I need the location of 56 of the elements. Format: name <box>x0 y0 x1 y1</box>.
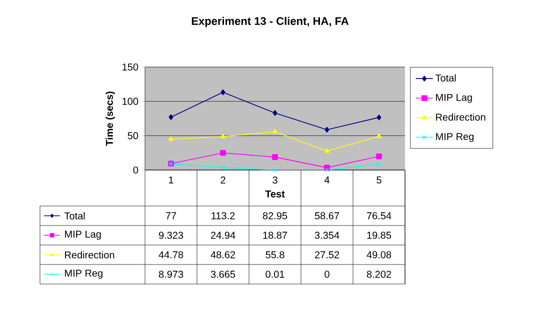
data-label: 24.94 <box>210 232 236 239</box>
text: Redirection <box>65 251 114 258</box>
point <box>168 136 174 141</box>
data-label: 19.85 <box>367 232 392 239</box>
point <box>272 110 278 116</box>
point <box>272 128 278 134</box>
data-label: 44.78 <box>158 251 184 258</box>
point <box>324 168 330 172</box>
point <box>220 89 226 96</box>
data-label: 0 <box>324 270 330 278</box>
y-tick-label: 0 <box>133 166 138 174</box>
data-label: 113.2 <box>212 212 235 220</box>
point <box>324 148 330 153</box>
text: Total <box>64 212 85 220</box>
y-tick-label: 100 <box>122 98 138 105</box>
y-tick-label: 150 <box>122 63 138 71</box>
data-label: 18.87 <box>263 232 288 239</box>
data-label: 8.973 <box>158 270 184 278</box>
data-label: 49.08 <box>366 251 392 258</box>
point <box>220 165 226 170</box>
text: MIP Reg <box>65 270 102 279</box>
point <box>376 133 382 138</box>
data-label: 76.54 <box>367 212 392 220</box>
x-tick-label: 2 <box>220 176 226 184</box>
x-tick-label: 4 <box>324 176 330 184</box>
point <box>220 134 226 138</box>
y-axis-title: Time (secs) <box>106 92 115 146</box>
x-tick-label: 3 <box>272 176 278 184</box>
legend-label: Redirection <box>436 113 486 121</box>
text: MIP Lag <box>65 230 101 240</box>
x-tick-label: 1 <box>168 176 174 184</box>
data-label: 48.62 <box>210 251 236 258</box>
data-label: 77 <box>166 212 176 220</box>
data-label: 55.8 <box>266 251 284 258</box>
data-label: 3.354 <box>314 232 340 239</box>
point <box>376 153 382 160</box>
y-tick-label: 50 <box>128 132 138 140</box>
data-label: 82.95 <box>262 212 288 220</box>
chart-title: Experiment 13 - Client, HA, FA <box>192 16 349 28</box>
x-tick-label: 5 <box>376 176 382 184</box>
point <box>324 126 330 133</box>
point <box>272 154 278 160</box>
point <box>376 114 382 120</box>
data-label: 0.01 <box>266 270 284 278</box>
legend-label: MIP Reg <box>436 133 474 142</box>
data-label: 27.52 <box>314 251 340 258</box>
data-label: 8.202 <box>366 270 392 278</box>
point <box>168 114 174 120</box>
point <box>272 168 278 172</box>
legend-label: Total <box>435 74 456 82</box>
data-label: 3.665 <box>210 270 236 278</box>
x-axis-title: Test <box>265 190 285 198</box>
legend-label: MIP Lag <box>436 94 472 103</box>
data-label: 58.67 <box>314 212 340 220</box>
point <box>220 150 226 156</box>
data-label: 9.323 <box>158 232 184 239</box>
